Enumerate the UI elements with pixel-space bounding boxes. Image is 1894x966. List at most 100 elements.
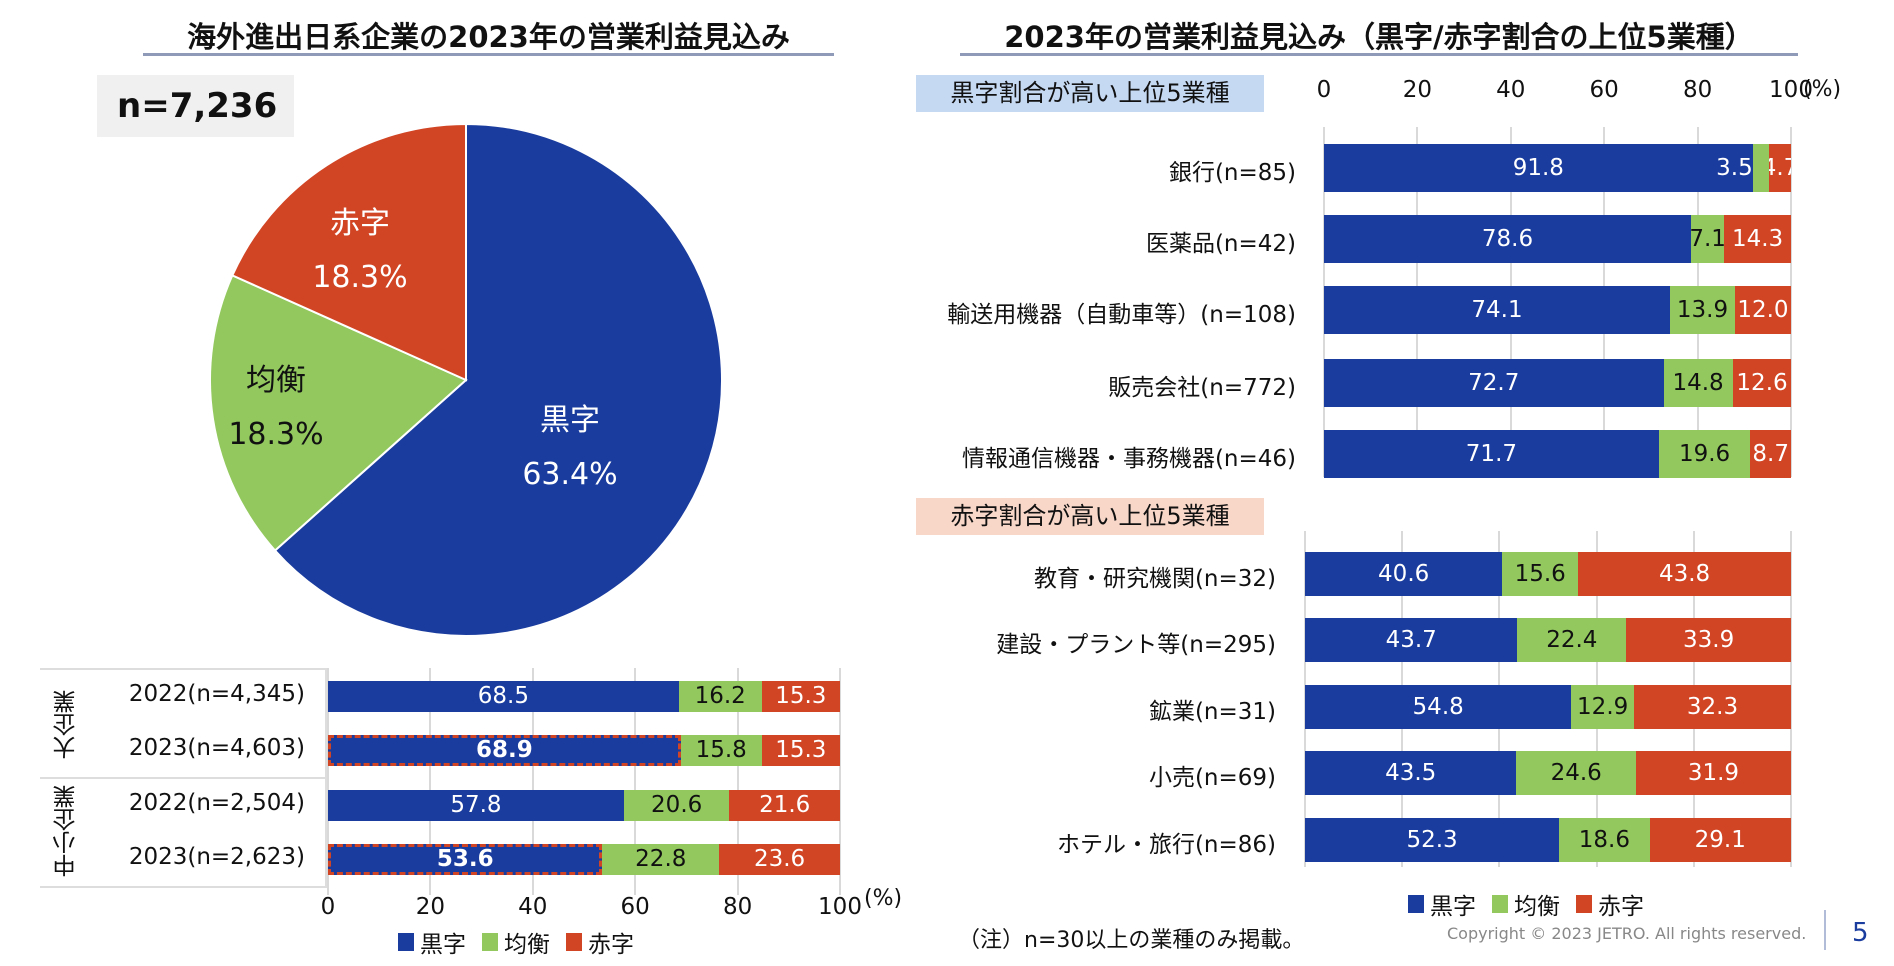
loss-section-header: 赤字割合が高い上位5業種 bbox=[916, 498, 1264, 535]
data-label: 68.5 bbox=[477, 683, 529, 709]
stacked-bar: 68.9 15.8 15.3 bbox=[328, 734, 840, 766]
stacked-bar: 71.7 19.6 8.7 bbox=[1324, 430, 1791, 478]
legend-swatch-profit bbox=[1408, 895, 1424, 913]
category-label: 鉱業(n=31) bbox=[1148, 699, 1276, 725]
bar-segment-loss: 43.8 bbox=[1578, 552, 1791, 596]
bar-segment-loss: 21.6 bbox=[729, 789, 840, 821]
axis-tick-label: 0 bbox=[1316, 77, 1332, 103]
bar-segment-even: 24.6 bbox=[1516, 751, 1636, 795]
bar-segment-loss: 4.7 bbox=[1769, 144, 1791, 192]
pie-label-loss: 赤字 18.3% bbox=[312, 206, 408, 295]
data-label: 15.3 bbox=[775, 683, 827, 709]
axis-tick-label: 100 bbox=[818, 894, 862, 920]
bar-segment-even: 16.2 bbox=[678, 680, 762, 712]
right-title: 2023年の営業利益見込み（黒字/赤字割合の上位5業種） bbox=[1004, 20, 1754, 54]
group-divider bbox=[40, 777, 327, 779]
axis-tick-label: 80 bbox=[1682, 77, 1713, 103]
category-label: 小売(n=69) bbox=[1148, 765, 1276, 791]
legend-right: 黒字 均衡 赤字 bbox=[1408, 887, 1644, 921]
footnote: （注）n=30以上の業種のみ掲載。 bbox=[958, 928, 1305, 953]
bar-segment-profit: 74.1 bbox=[1324, 286, 1671, 334]
data-label: 43.5 bbox=[1385, 760, 1437, 786]
category-label: 2022(n=2,504) bbox=[128, 790, 305, 816]
data-label: 40.6 bbox=[1378, 561, 1430, 587]
bar-segment-profit: 53.6 bbox=[328, 843, 603, 875]
category-label: 教育・研究機関(n=32) bbox=[1033, 566, 1276, 592]
data-label: 12.6 bbox=[1736, 370, 1788, 396]
data-label: 32.3 bbox=[1686, 694, 1739, 720]
pie-slice-even bbox=[209, 274, 468, 552]
stacked-bar: 91.8 3.5 4.7 bbox=[1324, 144, 1791, 192]
data-label: 15.6 bbox=[1514, 561, 1566, 587]
data-label: 68.9 bbox=[476, 737, 533, 763]
category-label: 建設・プラント等(n=295) bbox=[996, 632, 1276, 658]
data-label: 7.1 bbox=[1691, 226, 1725, 252]
bar-segment-loss: 29.1 bbox=[1649, 818, 1791, 862]
bar-segment-even: 7.1 bbox=[1691, 215, 1725, 263]
stacked-bar: 53.6 22.8 23.6 bbox=[328, 843, 840, 875]
bar-segment-profit: 54.8 bbox=[1305, 685, 1572, 729]
bar-segment-even: 20.6 bbox=[623, 789, 730, 821]
bar-segment-even: 15.8 bbox=[680, 734, 762, 766]
legend-swatch-loss bbox=[1576, 895, 1592, 913]
gridline bbox=[531, 668, 534, 895]
bar-segment-loss: 31.9 bbox=[1635, 751, 1791, 795]
gridline bbox=[1790, 531, 1792, 867]
bar-segment-loss: 15.3 bbox=[761, 734, 840, 766]
category-label: 2022(n=4,345) bbox=[128, 681, 305, 707]
data-label: 29.1 bbox=[1694, 827, 1746, 853]
data-label: 8.7 bbox=[1752, 441, 1789, 467]
bar-segment-loss: 33.9 bbox=[1626, 618, 1791, 662]
group-label-sme: 中小企業 bbox=[54, 785, 80, 877]
legend-swatch-even bbox=[482, 933, 498, 951]
gridline bbox=[429, 668, 432, 895]
bar-segment-even: 22.8 bbox=[602, 843, 720, 875]
data-label: 14.3 bbox=[1731, 226, 1784, 252]
data-label: 22.8 bbox=[635, 846, 687, 872]
axis-tick-label: 0 bbox=[320, 894, 336, 920]
data-label: 72.7 bbox=[1468, 370, 1520, 396]
bar-segment-profit: 43.5 bbox=[1305, 751, 1517, 795]
pie-label-even: 均衡 18.3% bbox=[228, 363, 324, 452]
data-label: 24.6 bbox=[1550, 760, 1602, 786]
stacked-bar: 52.3 18.6 29.1 bbox=[1305, 818, 1791, 862]
axis-tick-label: 20 bbox=[415, 894, 446, 920]
legend-label-loss: 赤字 bbox=[588, 932, 634, 958]
bar-segment-even: 13.9 bbox=[1670, 286, 1735, 334]
legend-swatch-profit bbox=[398, 933, 414, 951]
legend-label-profit: 黒字 bbox=[1430, 894, 1476, 920]
axis-tick-label: 40 bbox=[518, 894, 548, 920]
gridline bbox=[839, 668, 841, 895]
stacked-bar: 57.8 20.6 21.6 bbox=[328, 789, 840, 821]
legend-label-even: 均衡 bbox=[504, 932, 550, 958]
gridline bbox=[1790, 127, 1792, 477]
data-label: 52.3 bbox=[1406, 827, 1458, 853]
left-title: 海外進出日系企業の2023年の営業利益見込み bbox=[187, 20, 790, 54]
data-label: 21.6 bbox=[759, 792, 811, 818]
legend-bottom-left: 黒字 均衡 赤字 bbox=[398, 925, 634, 959]
bar-segment-even: 15.6 bbox=[1502, 552, 1579, 596]
pie-slice-loss bbox=[231, 122, 467, 382]
pie-slice-profit bbox=[273, 122, 723, 637]
data-label: 20.6 bbox=[651, 792, 703, 818]
stacked-bar: 72.7 14.8 12.6 bbox=[1324, 359, 1792, 407]
stacked-bar: 68.5 16.2 15.3 bbox=[328, 680, 840, 712]
stacked-bar: 40.6 15.6 43.8 bbox=[1305, 552, 1791, 596]
data-label: 31.9 bbox=[1687, 760, 1740, 786]
data-label: 18.6 bbox=[1578, 827, 1630, 853]
bar-segment-even: 19.6 bbox=[1658, 430, 1751, 478]
data-label: 16.2 bbox=[694, 683, 746, 709]
data-label: 43.8 bbox=[1658, 561, 1711, 587]
bar-segment-loss: 32.3 bbox=[1634, 685, 1791, 729]
bar-segment-loss: 8.7 bbox=[1750, 430, 1791, 478]
legend-label-loss: 赤字 bbox=[1598, 894, 1644, 920]
gridline bbox=[327, 668, 329, 895]
data-label: 57.8 bbox=[450, 792, 502, 818]
axis-tick-label: 40 bbox=[1496, 77, 1526, 103]
gridline bbox=[736, 668, 739, 895]
category-label: 輸送用機器（自動車等）(n=108) bbox=[947, 302, 1296, 328]
legend-label-even: 均衡 bbox=[1514, 894, 1560, 920]
bar-segment-loss: 15.3 bbox=[761, 680, 840, 712]
category-label: ホテル・旅行(n=86) bbox=[1056, 832, 1276, 858]
bar-segment-loss: 14.3 bbox=[1724, 215, 1791, 263]
